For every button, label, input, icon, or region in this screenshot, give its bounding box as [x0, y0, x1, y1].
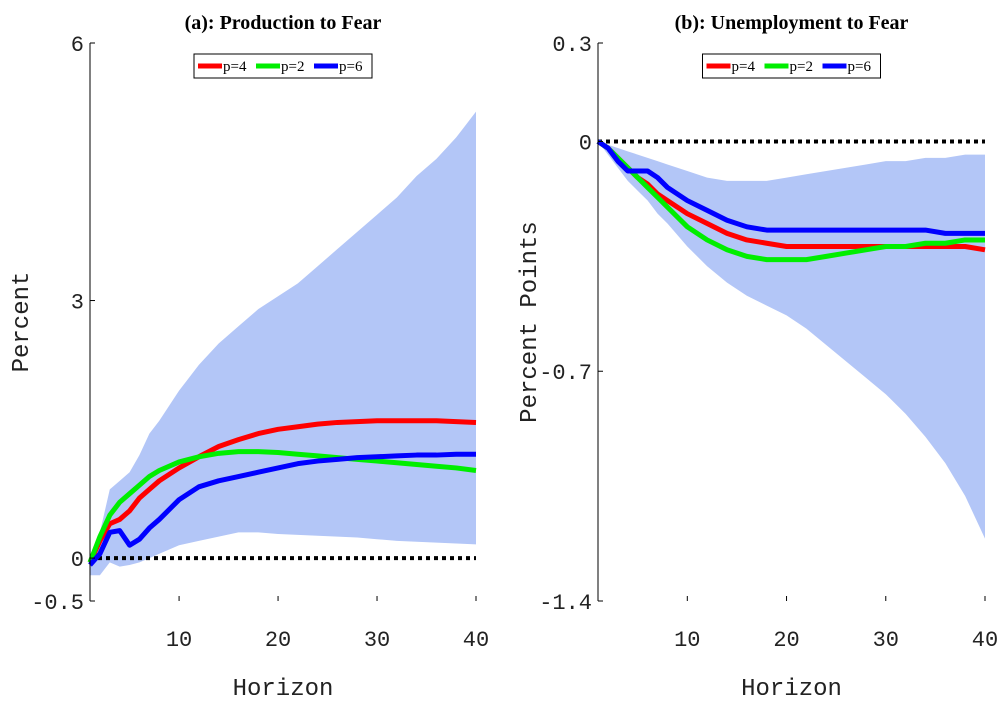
- x-tick-label: 10: [166, 628, 192, 653]
- x-tick-label: 30: [364, 628, 390, 653]
- legend-label: p=4: [732, 59, 756, 75]
- x-tick-label: 20: [265, 628, 291, 653]
- legend-label: p=2: [790, 59, 813, 75]
- y-tick-label: -0.7: [539, 361, 592, 386]
- y-tick-label: -1.4: [539, 591, 592, 616]
- legend-label: p=6: [339, 59, 363, 75]
- y-tick-label: 3: [71, 291, 84, 316]
- legend-label: p=6: [848, 59, 872, 75]
- x-tick-label: 20: [773, 628, 799, 653]
- confidence-band: [90, 111, 476, 576]
- y-tick-label: 0.3: [552, 33, 592, 58]
- x-tick-label: 40: [463, 628, 489, 653]
- legend-label: p=2: [281, 59, 304, 75]
- y-tick-label: 6: [71, 33, 84, 58]
- legend-box: [193, 53, 373, 79]
- x-axis-label: Horizon: [741, 676, 842, 702]
- x-tick-label: 30: [873, 628, 899, 653]
- y-tick-label: 0: [71, 548, 84, 573]
- chart-title: (b): Unemployment to Fear: [675, 12, 909, 34]
- y-tick-label: 0: [579, 131, 592, 156]
- y-axis-label: Percent: [9, 272, 36, 373]
- series-line: [596, 139, 985, 236]
- chart-title: (a): Production to Fear: [185, 12, 382, 34]
- x-tick-label: 40: [972, 628, 998, 653]
- y-axis-label: Percent Points: [517, 221, 544, 423]
- series-line: [596, 139, 985, 263]
- legend-box: [702, 53, 881, 79]
- series-line: [87, 449, 477, 564]
- series-line: [87, 418, 477, 564]
- series-line: [88, 451, 476, 567]
- legend-label: p=4: [223, 59, 247, 75]
- x-axis-label: Horizon: [233, 676, 334, 702]
- x-tick-label: 10: [674, 628, 700, 653]
- y-tick-label: -0.5: [31, 591, 84, 616]
- confidence-band: [598, 141, 985, 539]
